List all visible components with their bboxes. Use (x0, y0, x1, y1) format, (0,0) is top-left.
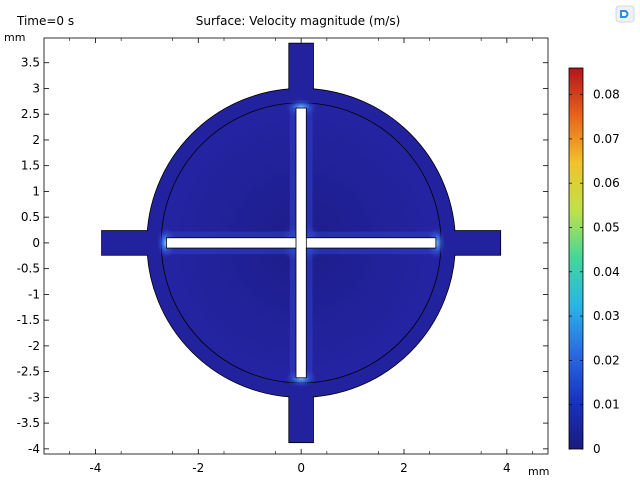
y-unit-label: mm (4, 31, 25, 44)
y-axis: 3.5 3 2.5 2 1.5 1 0.5 0 -0.5 -1 -1.5 -2 -2.5 -3 -3.5 -4 (17, 56, 548, 456)
y-tick-label: -3.5 (17, 416, 40, 430)
y-tick-label: -3 (28, 390, 40, 404)
y-tick-label: 3.5 (21, 56, 40, 70)
colorbar-tick-label: 0.06 (593, 176, 620, 190)
colorbar-tick-label: 0.03 (593, 309, 620, 323)
y-tick-label: 2 (32, 133, 40, 147)
y-tick-label: 1.5 (21, 159, 40, 173)
x-tick-label: 2 (400, 461, 408, 475)
colorbar-tick-label: 0.01 (593, 398, 620, 412)
y-tick-label: -4 (28, 442, 40, 456)
y-tick-label: -1.5 (17, 313, 40, 327)
x-tick-label: 0 (297, 461, 305, 475)
y-tick-label: 2.5 (21, 107, 40, 121)
colorbar-axis: 0 0.01 0.02 0.03 0.04 0.05 0.06 0.07 0.08 (569, 88, 620, 456)
y-tick-label: 0.5 (21, 210, 40, 224)
colorbar-tick-label: 0.05 (593, 220, 620, 234)
x-unit-label: mm (528, 465, 549, 478)
y-tick-label: 1 (32, 184, 40, 198)
velocity-field (101, 42, 502, 444)
y-tick-label: -0.5 (17, 262, 40, 276)
x-tick-label: -2 (192, 461, 204, 475)
colorbar-tick-label: 0.08 (593, 88, 620, 102)
x-axis: -4 -2 0 2 4 (69, 38, 533, 475)
colorbar-tick-label: 0 (593, 442, 601, 456)
colorbar-tick-label: 0.02 (593, 353, 620, 367)
colorbar (568, 67, 584, 450)
y-tick-label: -2.5 (17, 365, 40, 379)
y-tick-label: -1 (28, 287, 40, 301)
y-tick-label: 3 (32, 81, 40, 95)
colorbar-tick-label: 0.04 (593, 265, 620, 279)
x-tick-label: 4 (503, 461, 511, 475)
y-tick-label: 0 (32, 236, 40, 250)
plot-title: Surface: Velocity magnitude (m/s) (196, 14, 401, 28)
colorbar-tick-label: 0.07 (593, 132, 620, 146)
y-tick-label: -2 (28, 339, 40, 353)
comsol-logo-icon[interactable] (615, 5, 635, 23)
x-tick-label: -4 (89, 461, 101, 475)
time-label: Time=0 s (16, 14, 74, 28)
